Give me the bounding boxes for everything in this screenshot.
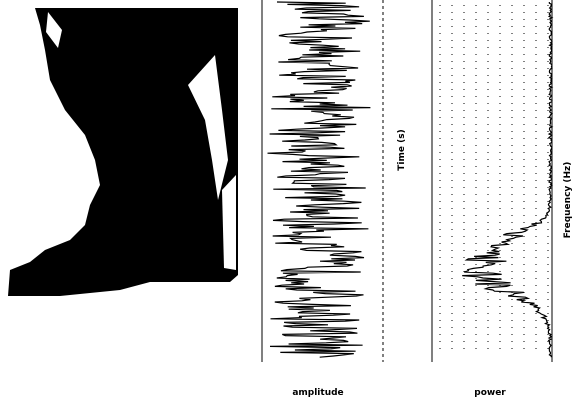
y-axis-label: Time (s) [397,129,407,170]
x-axis-label: amplitude [292,388,343,398]
image-dark-region [8,8,238,296]
waveform-panel: amplitude Time (s) [261,0,407,398]
image-highlight [222,175,236,270]
x-axis-label: power [474,388,506,398]
image-panel [8,8,238,296]
y-axis-label: Frequency (Hz) [563,162,573,239]
waveform-trace [267,1,371,358]
image-highlight [188,55,228,200]
spectrum-panel: power Frequency (Hz) [431,0,573,398]
spectrum-trace [462,1,554,358]
image-highlight [46,12,62,48]
